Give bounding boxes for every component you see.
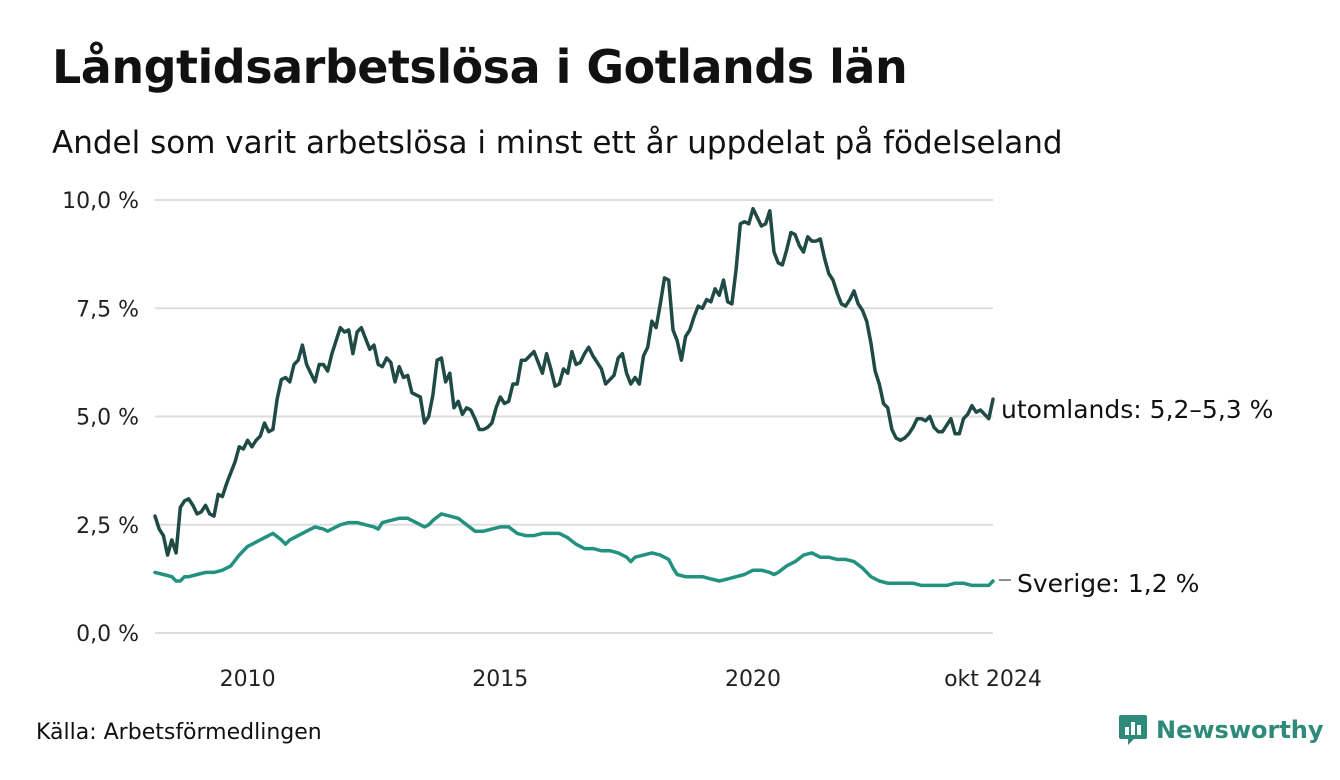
y-tick-label: 7,5 % [76, 297, 139, 322]
chart-title: Långtidsarbetslösa i Gotlands län [52, 40, 908, 94]
grid-lines [155, 199, 993, 634]
chart-subtitle: Andel som varit arbetslösa i minst ett å… [52, 125, 1063, 161]
x-tick-label: 2010 [220, 667, 276, 692]
series-end-label-utomlands: utomlands: 5,2–5,3 % [1001, 395, 1273, 424]
series-line-utomlands [153, 206, 995, 557]
brand-name: Newsworthy [1156, 716, 1324, 744]
series-end-labels: utomlands: 5,2–5,3 % Sverige: 1,2 % [999, 395, 1273, 598]
brand: Newsworthy [1118, 713, 1324, 747]
series-lines [153, 206, 995, 588]
x-tick-label: 2015 [472, 667, 528, 692]
series-line-sverige [153, 512, 995, 588]
y-axis-ticks: 0,0 % 2,5 % 5,0 % 7,5 % 10,0 % [62, 189, 139, 647]
y-tick-label: 2,5 % [76, 514, 139, 539]
x-tick-label: 2020 [725, 667, 781, 692]
x-axis-ticks: 2010 2015 2020 okt 2024 [220, 667, 1042, 692]
newsworthy-logo-icon [1119, 715, 1147, 745]
y-tick-label: 0,0 % [76, 622, 139, 647]
y-tick-label: 10,0 % [62, 189, 139, 214]
source-note: Källa: Arbetsförmedlingen [36, 720, 322, 745]
x-tick-label: okt 2024 [944, 667, 1042, 692]
series-end-label-sverige: Sverige: 1,2 % [1017, 569, 1199, 598]
y-tick-label: 5,0 % [76, 406, 139, 431]
